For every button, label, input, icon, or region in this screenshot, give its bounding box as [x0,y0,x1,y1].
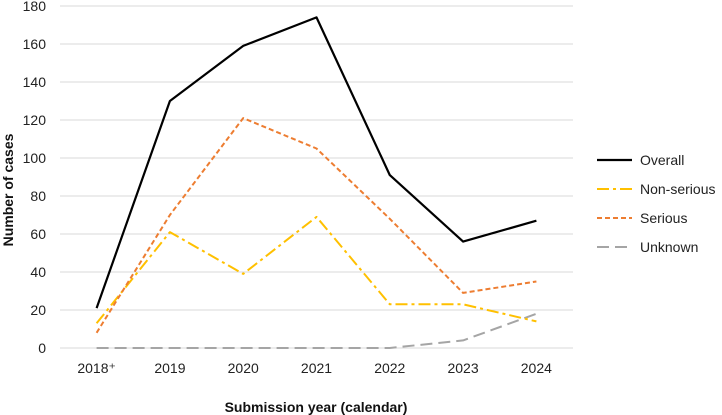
series-lines [95,16,537,349]
y-axis-ticks: 0 20 40 60 80 100 120 140 160 180 [23,0,47,356]
y-tick-label: 20 [30,302,46,318]
y-tick-label: 100 [23,150,47,166]
legend-label: Overall [640,152,684,168]
legend-label: Serious [640,210,687,226]
x-tick-label: 2021 [301,360,332,376]
x-tick-label: 2024 [521,360,552,376]
legend-label: Non-serious [640,181,715,197]
y-tick-label: 60 [30,226,46,242]
y-tick-label: 80 [30,188,46,204]
x-tick-label: 2023 [447,360,478,376]
gridlines [60,5,573,349]
series-line-serious [95,117,537,334]
x-tick-label: 2020 [228,360,259,376]
y-tick-label: 0 [38,340,46,356]
series-line-unknown [96,312,537,349]
legend: Overall Non-serious Serious Unknown [597,152,715,255]
legend-label: Unknown [640,239,698,255]
series-line-overall [95,16,537,309]
series-line-non-serious [95,215,537,324]
x-tick-label: 2018⁺ [77,360,116,376]
x-tick-label: 2022 [374,360,405,376]
y-tick-label: 160 [23,36,47,52]
y-tick-label: 140 [23,74,47,90]
y-axis-label: Number of cases [0,133,16,246]
y-tick-label: 120 [23,112,47,128]
y-tick-label: 40 [30,264,46,280]
x-axis-ticks: 2018⁺ 2019 2020 2021 2022 2023 2024 [77,360,552,376]
y-tick-label: 180 [23,0,47,14]
x-axis-label: Submission year (calendar) [225,399,408,415]
x-tick-label: 2019 [154,360,185,376]
